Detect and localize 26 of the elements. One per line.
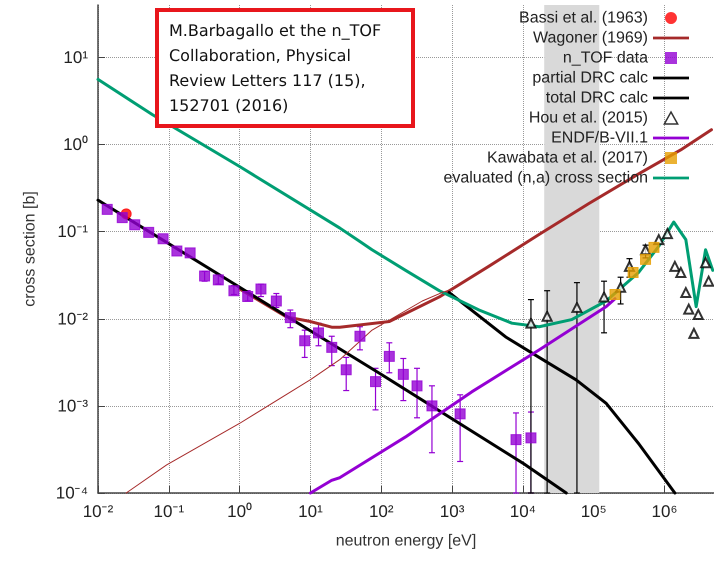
x-tick-label: 10¹: [298, 502, 324, 521]
y-tick-label: 10¹: [63, 48, 88, 67]
legend-label: Hou et al. (2015): [528, 110, 648, 126]
x-tick-label: 10²: [368, 502, 394, 521]
legend-label: Wagoner (1969): [532, 30, 648, 46]
annotation: M.Barbagallo et the n_TOF Collaboration, Physical Review Letters 117 (15), 152701 (2016): [155, 8, 415, 128]
y-tick-label: 10⁻³: [57, 396, 88, 416]
legend-label: ENDF/B-VII.1: [551, 130, 648, 146]
legend-label: partial DRC calc: [532, 70, 648, 86]
x-tick-label: 10⁻¹: [154, 502, 184, 521]
y-tick-label: 10⁻⁴: [56, 484, 88, 502]
y-tick-label: 10⁻²: [57, 309, 88, 328]
legend-label: n_TOF data: [562, 50, 648, 66]
legend-label: Kawabata et al. (2017): [487, 150, 648, 166]
x-tick-label: 10⁶: [652, 502, 678, 521]
x-tick-label: 10⁻²: [82, 502, 114, 521]
y-tick-label: 10⁰: [63, 135, 88, 154]
x-tick-label: 10³: [440, 502, 465, 521]
y-tick-label: 10⁻¹: [57, 222, 88, 242]
y-axis-title: cross section [b]: [22, 191, 38, 307]
x-tick-label: 10⁵: [580, 502, 607, 521]
legend-label: Bassi et al. (1963): [519, 10, 648, 26]
legend-label: total DRC calc: [546, 90, 648, 106]
x-tick-label: 10⁴: [510, 502, 536, 521]
x-tick-label: 10⁰: [227, 502, 252, 521]
x-axis-title: neutron energy [eV]: [336, 532, 476, 550]
